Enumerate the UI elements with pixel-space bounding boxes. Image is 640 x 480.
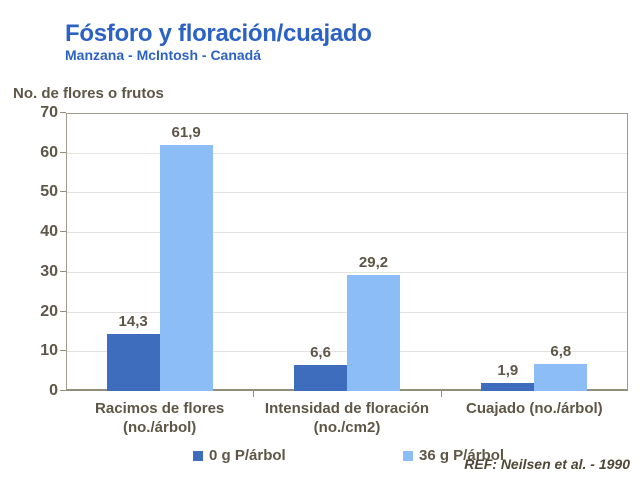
x-axis-tick (440, 391, 442, 397)
x-axis-category-label: Cuajado (no./árbol) (465, 400, 603, 417)
y-axis-tick-label: 30 (40, 262, 58, 280)
y-axis-tick (60, 270, 66, 272)
legend-label: 36 g P/árbol (419, 447, 505, 464)
y-axis-tick (60, 112, 66, 113)
legend-item: 36 g P/árbol (403, 446, 504, 465)
x-axis-category-label: Intensidad de floración (no./cm2) (264, 400, 430, 436)
y-axis-tick (60, 390, 66, 391)
bar-value-label: 1,9 (497, 362, 519, 380)
bar-value-label: 61,9 (171, 124, 201, 142)
gridline (67, 192, 627, 194)
gridline (67, 271, 627, 273)
legend-label: 0 g P/árbol (209, 447, 286, 464)
gridline (67, 152, 627, 154)
y-axis-tick-label: 60 (40, 143, 58, 161)
y-axis-tick (60, 310, 66, 312)
reference-text: REF: Neilsen et al. - 1990 (464, 456, 630, 472)
legend-item: 0 g P/árbol (193, 446, 286, 465)
y-axis-tick (60, 231, 66, 233)
y-axis-tick (60, 191, 66, 193)
bar-0-g-P/árbol (106, 334, 160, 391)
y-axis-tick-label: 20 (40, 302, 58, 320)
y-axis-title: No. de flores o frutos (13, 85, 164, 102)
y-axis-tick (60, 350, 66, 352)
chart-title: Fósforo y floración/cuajado (65, 20, 372, 47)
bar-36-g-P/árbol (534, 363, 588, 391)
gridline (67, 232, 627, 234)
bar-0-g-P/árbol (481, 383, 535, 391)
bar-value-label: 6,6 (310, 343, 331, 361)
legend-swatch-icon (193, 451, 203, 461)
y-axis-tick-label: 40 (40, 223, 58, 241)
bar-value-label: 14,3 (118, 313, 148, 331)
y-axis-tick-label: 70 (40, 104, 58, 121)
y-axis-tick-label: 10 (40, 342, 58, 360)
chart-subtitle: Manzana - McIntosh - Canadá (65, 47, 262, 63)
bar-0-g-P/árbol (294, 364, 347, 391)
y-axis-tick-label: 50 (40, 183, 58, 201)
bar-value-label: 29,2 (358, 254, 389, 272)
x-axis-tick (253, 391, 255, 397)
legend-swatch-icon (403, 451, 413, 461)
bar-value-label: 6,8 (550, 342, 572, 360)
bar-36-g-P/árbol (159, 145, 213, 391)
y-axis-tick (60, 151, 66, 153)
y-axis-tick-label: 0 (49, 382, 58, 399)
bar-36-g-P/árbol (347, 275, 400, 391)
x-axis-category-label: Racimos de flores (no./árbol) (95, 400, 225, 436)
